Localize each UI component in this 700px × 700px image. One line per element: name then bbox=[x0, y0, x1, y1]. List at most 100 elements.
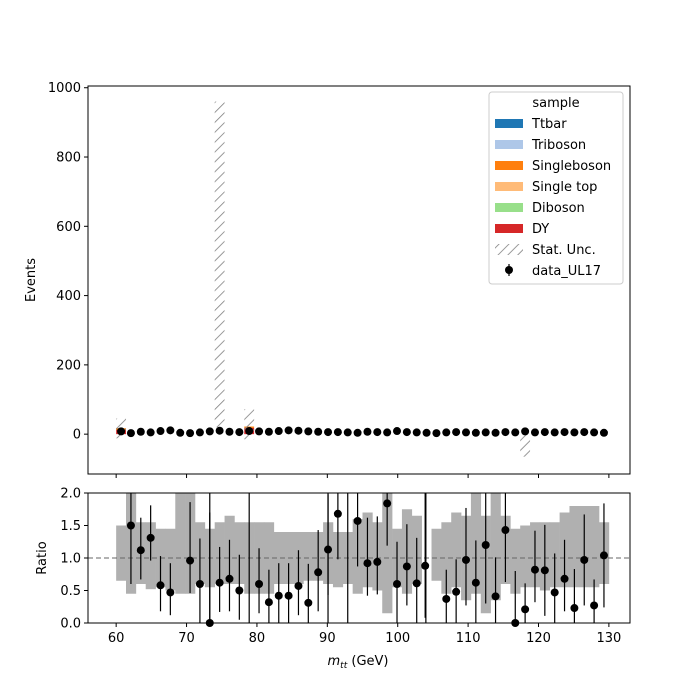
ratio-point bbox=[530, 565, 539, 574]
y-tick-label: 0 bbox=[73, 428, 81, 443]
ratio-y-tick-label: 0.0 bbox=[60, 617, 81, 632]
ratio-point bbox=[264, 598, 273, 607]
data-point bbox=[176, 428, 185, 437]
data-point bbox=[284, 426, 293, 435]
ratio-point bbox=[186, 556, 195, 565]
ratio-point bbox=[195, 580, 204, 588]
data-point bbox=[452, 428, 461, 437]
data-point bbox=[511, 428, 520, 437]
data-point bbox=[235, 428, 244, 437]
legend-label: Stat. Unc. bbox=[532, 243, 596, 258]
ratio-band-bin bbox=[569, 506, 580, 588]
data-point bbox=[580, 428, 589, 437]
ratio-point bbox=[363, 559, 372, 568]
y-tick-label: 200 bbox=[56, 358, 81, 373]
ratio-band-bin bbox=[510, 528, 521, 594]
ratio-band-bin bbox=[332, 532, 344, 588]
data-point bbox=[186, 429, 195, 438]
data-point bbox=[126, 429, 135, 438]
ratio-point bbox=[304, 598, 313, 607]
data-point bbox=[412, 428, 421, 437]
legend-swatch-singleboson bbox=[495, 161, 523, 170]
main-panel: 0 200 400 600 800 1000 Events sample Ttbar Tri… bbox=[24, 81, 631, 478]
ratio-y-tick-label: 0.5 bbox=[60, 584, 81, 599]
ratio-point bbox=[333, 509, 342, 518]
data-point bbox=[324, 428, 333, 437]
legend-marker-data bbox=[505, 266, 513, 274]
ratio-point bbox=[126, 521, 135, 530]
y-axis-label: Events bbox=[24, 258, 39, 302]
ratio-band-bin bbox=[273, 532, 284, 584]
data-point bbox=[422, 428, 431, 437]
ratio-y-tick-label: 1.0 bbox=[60, 552, 81, 567]
ratio-point bbox=[353, 516, 362, 525]
ratio-band-bin bbox=[589, 506, 600, 588]
legend-label: data_UL17 bbox=[532, 264, 601, 279]
data-point bbox=[599, 428, 608, 437]
ratio-point bbox=[136, 546, 145, 555]
data-point bbox=[530, 428, 539, 437]
y-tick-label: 600 bbox=[56, 220, 81, 235]
data-point bbox=[590, 428, 599, 437]
legend-label: Ttbar bbox=[531, 117, 567, 132]
ratio-point bbox=[146, 533, 155, 542]
ratio-point bbox=[225, 574, 234, 583]
data-point bbox=[333, 428, 342, 437]
ratio-point bbox=[156, 581, 165, 590]
ratio-band-bin bbox=[165, 528, 176, 591]
data-point bbox=[136, 427, 145, 436]
data-point bbox=[393, 427, 402, 436]
ratio-point bbox=[294, 581, 303, 590]
ratio-band-bin bbox=[175, 493, 186, 594]
data-point bbox=[353, 428, 362, 437]
main-x-ticks bbox=[115, 474, 610, 478]
x-axis-label: mtt (GeV) bbox=[328, 654, 389, 671]
data-point bbox=[225, 427, 234, 436]
legend-swatch-ttbar bbox=[495, 119, 523, 128]
ratio-point bbox=[491, 592, 500, 601]
ratio-panel: 0.0 0.5 1.0 1.5 2.0 60 70 80 90 100 110 120 130 Rat… bbox=[35, 487, 631, 671]
ratio-point bbox=[481, 541, 490, 549]
ratio-point bbox=[570, 604, 579, 613]
ratio-band-bin bbox=[441, 522, 452, 594]
ratio-band-bin bbox=[431, 528, 442, 581]
stat-unc-bar bbox=[244, 409, 255, 440]
data-point bbox=[461, 428, 470, 437]
legend-swatch-single-top bbox=[495, 182, 523, 191]
ratio-point bbox=[412, 579, 421, 588]
ratio-band-bin bbox=[451, 512, 462, 588]
data-point bbox=[255, 427, 264, 436]
ratio-y-axis: 0.0 0.5 1.0 1.5 2.0 bbox=[60, 487, 88, 632]
ratio-y-axis-label: Ratio bbox=[35, 541, 50, 574]
ratio-point bbox=[383, 499, 392, 508]
ratio-point bbox=[215, 578, 224, 587]
ratio-point bbox=[452, 587, 461, 596]
legend-swatch-diboson bbox=[495, 203, 523, 212]
main-y-axis: 0 200 400 600 800 1000 bbox=[48, 81, 88, 443]
ratio-point bbox=[540, 566, 549, 575]
ratio-point bbox=[393, 580, 402, 588]
data-point bbox=[442, 428, 451, 437]
x-tick-label: 60 bbox=[108, 631, 125, 646]
legend-swatch-triboson bbox=[495, 140, 523, 149]
main-axes-frame bbox=[87, 85, 631, 475]
data-point bbox=[570, 428, 579, 437]
y-tick-label: 1000 bbox=[48, 81, 81, 96]
ratio-point bbox=[373, 557, 382, 566]
data-point bbox=[195, 428, 204, 437]
legend-label: Triboson bbox=[531, 138, 586, 153]
ratio-point bbox=[284, 591, 293, 600]
ratio-point bbox=[550, 588, 559, 597]
ratio-point bbox=[461, 555, 470, 564]
x-tick-label: 90 bbox=[319, 631, 336, 646]
legend-swatch-dy bbox=[495, 224, 523, 233]
x-tick-label: 120 bbox=[526, 631, 551, 646]
data-point bbox=[491, 428, 500, 437]
ratio-point bbox=[421, 561, 430, 570]
ratio-point bbox=[166, 588, 175, 597]
data-point bbox=[560, 428, 569, 437]
legend-label: DY bbox=[532, 222, 549, 237]
data-point bbox=[245, 427, 254, 436]
data-point bbox=[156, 427, 165, 436]
